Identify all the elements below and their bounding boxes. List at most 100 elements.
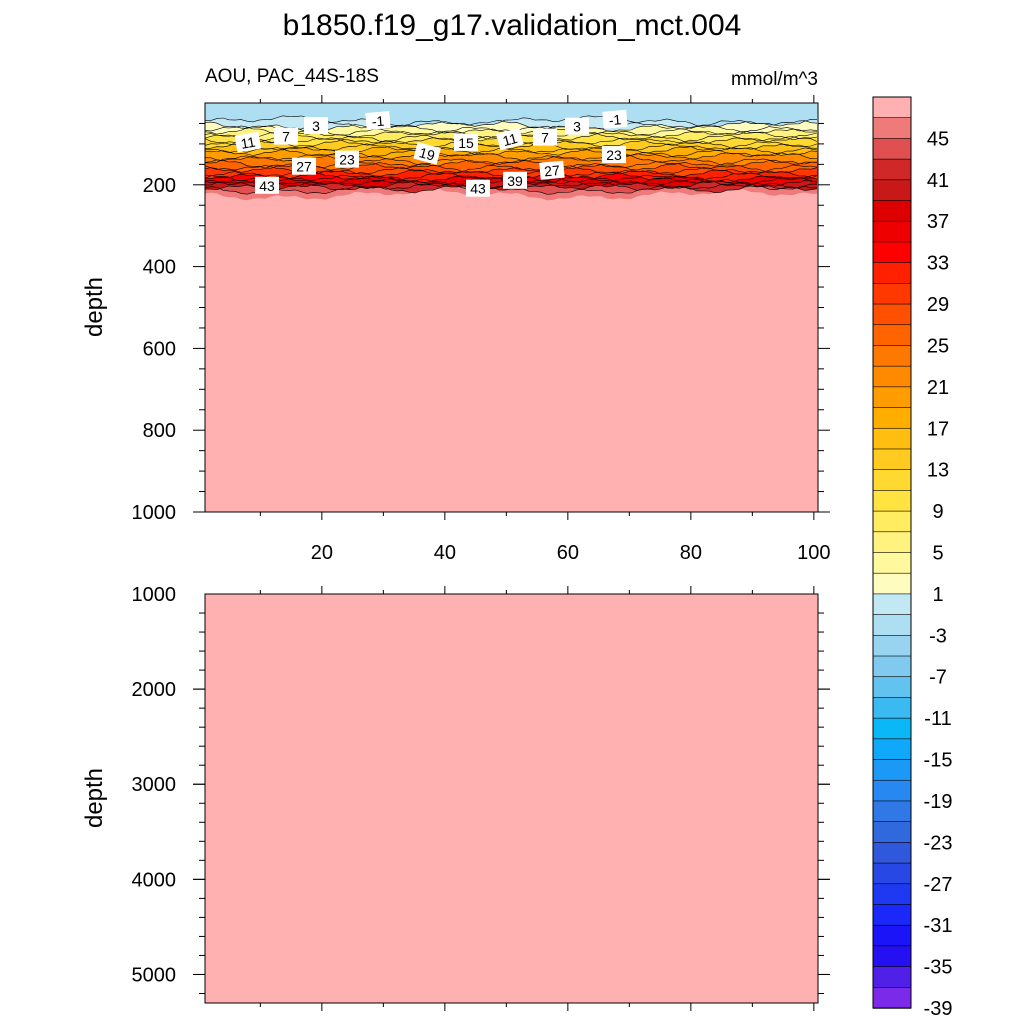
y-tick-label: 1000 [132, 584, 177, 606]
contour-label-text: 27 [296, 159, 312, 175]
lower-axis-ticks: 1000 2000 3000 4000 5000 [132, 584, 830, 1011]
contour-label-text: 43 [470, 181, 486, 197]
contour-label-box [304, 117, 328, 134]
upper-depth-section-plot: -1 3 7 11 27 23 43 19 15 11 43 39 7 27 3 -1 23 20 40 60 80 1… [81, 95, 831, 564]
contour-label-text: 39 [507, 173, 523, 189]
contour-label-box [496, 127, 524, 151]
colorbar-swatch [872, 407, 912, 429]
x-tick-label: 80 [680, 542, 702, 564]
colorbar-swatch [872, 531, 912, 554]
colorbar-label: -27 [924, 874, 953, 896]
contour-label-text: 15 [458, 135, 474, 151]
lower-contour-fill [205, 594, 818, 1003]
contour-label: 15 [454, 133, 478, 151]
colorbar-swatch [872, 572, 912, 595]
y-tick-label: 800 [143, 420, 176, 442]
upper-y-axis-label: depth [81, 277, 108, 337]
contour-label: 3 [304, 117, 328, 134]
units-label: mmol/m^3 [731, 69, 818, 90]
colorbar-swatch [872, 324, 912, 347]
colorbar-swatch [872, 200, 912, 222]
contour-label-text: 3 [573, 119, 581, 135]
colorbar-swatch [872, 883, 912, 906]
lower-y-axis-label: depth [81, 768, 108, 828]
colorbar-swatch [872, 924, 912, 947]
colorbar-swatch [872, 427, 912, 450]
colorbar-label: 9 [932, 501, 943, 523]
x-tick-label: 100 [797, 542, 830, 564]
y-tick-label: 3000 [132, 774, 177, 796]
contour-band--3 [205, 103, 818, 127]
colorbar-swatch [872, 779, 912, 802]
colorbar-label: 1 [932, 584, 943, 606]
colorbar-swatch [872, 821, 912, 844]
colorbar-swatch [872, 862, 912, 885]
upper-contour-labels: -1 3 7 11 27 23 43 19 15 11 43 39 7 27 3 -1 23 [234, 109, 628, 197]
colorbar-label: 21 [927, 377, 949, 399]
contour-label: -1 [602, 109, 628, 129]
contour-label-text: 3 [312, 118, 320, 134]
colorbar-label: 5 [932, 543, 943, 565]
colorbar-swatch [872, 552, 912, 574]
colorbar-swatch [872, 283, 912, 305]
contour-label: 19 [413, 142, 441, 165]
contour-label-box [413, 142, 441, 165]
colorbar-label: 25 [927, 336, 949, 358]
colorbar-swatch [872, 593, 912, 616]
colorbar-label: 37 [927, 211, 949, 233]
contour-label-text: 11 [501, 130, 519, 149]
contour-label-box [539, 160, 565, 180]
upper-axis-ticks: 20 40 60 80 100 200 400 600 800 1000 [132, 95, 831, 564]
contour-label-box [466, 179, 490, 197]
colorbar-label: 33 [927, 253, 949, 275]
colorbar-swatch [872, 96, 912, 119]
x-tick-label: 20 [311, 542, 333, 564]
colorbar-swatch [872, 842, 912, 864]
y-tick-label: 4000 [132, 869, 177, 891]
colorbar-label: 45 [927, 128, 949, 150]
colorbar: 45 41 37 33 29 25 21 17 13 9 5 1 -3 -7 -11 -15 -19 -23 -27… [872, 96, 953, 1020]
contour-label-box [602, 146, 626, 164]
contour-label-text: -1 [608, 111, 622, 128]
x-tick-label: 40 [434, 542, 456, 564]
colorbar-swatch [872, 365, 912, 388]
contour-label: 3 [565, 117, 589, 135]
colorbar-swatch [872, 490, 912, 512]
contour-label-box [234, 131, 262, 153]
contour-label-box [454, 133, 478, 151]
contour-label-box [292, 157, 316, 175]
colorbar-label: 17 [927, 418, 949, 440]
contour-label-box [255, 176, 279, 194]
contour-label: 43 [466, 179, 490, 197]
y-tick-label: 2000 [132, 679, 177, 701]
contour-label-box [335, 150, 359, 168]
contour-label-box [533, 128, 557, 146]
colorbar-swatch [872, 386, 912, 409]
contour-label: 39 [503, 171, 527, 189]
contour-label-text: 7 [541, 130, 549, 146]
colorbar-swatch [872, 469, 912, 492]
colorbar-swatch [872, 262, 912, 285]
colorbar-label: 41 [927, 170, 949, 192]
colorbar-swatch [872, 945, 912, 968]
figure-title: b1850.f19_g17.validation_mct.004 [283, 9, 742, 42]
colorbar-label: -7 [929, 667, 947, 689]
colorbar-swatch [872, 138, 912, 160]
colorbar-frame [872, 96, 912, 1009]
colorbar-swatch [872, 345, 912, 367]
y-tick-label: 5000 [132, 964, 177, 986]
contour-label-text: 27 [544, 162, 561, 179]
contour-label: 11 [496, 127, 524, 151]
contour-label: 43 [255, 176, 279, 194]
colorbar-swatch [872, 158, 912, 181]
colorbar-swatch [872, 614, 912, 637]
contour-label-text: 19 [417, 144, 436, 164]
contour-label: 27 [539, 160, 565, 180]
colorbar-label: -31 [924, 915, 953, 937]
lower-plot-frame [204, 593, 819, 1004]
colorbar-swatch [872, 220, 912, 243]
contour-label-text: 7 [282, 129, 290, 145]
y-tick-label: 200 [143, 175, 176, 197]
contour-label-box [565, 117, 589, 135]
